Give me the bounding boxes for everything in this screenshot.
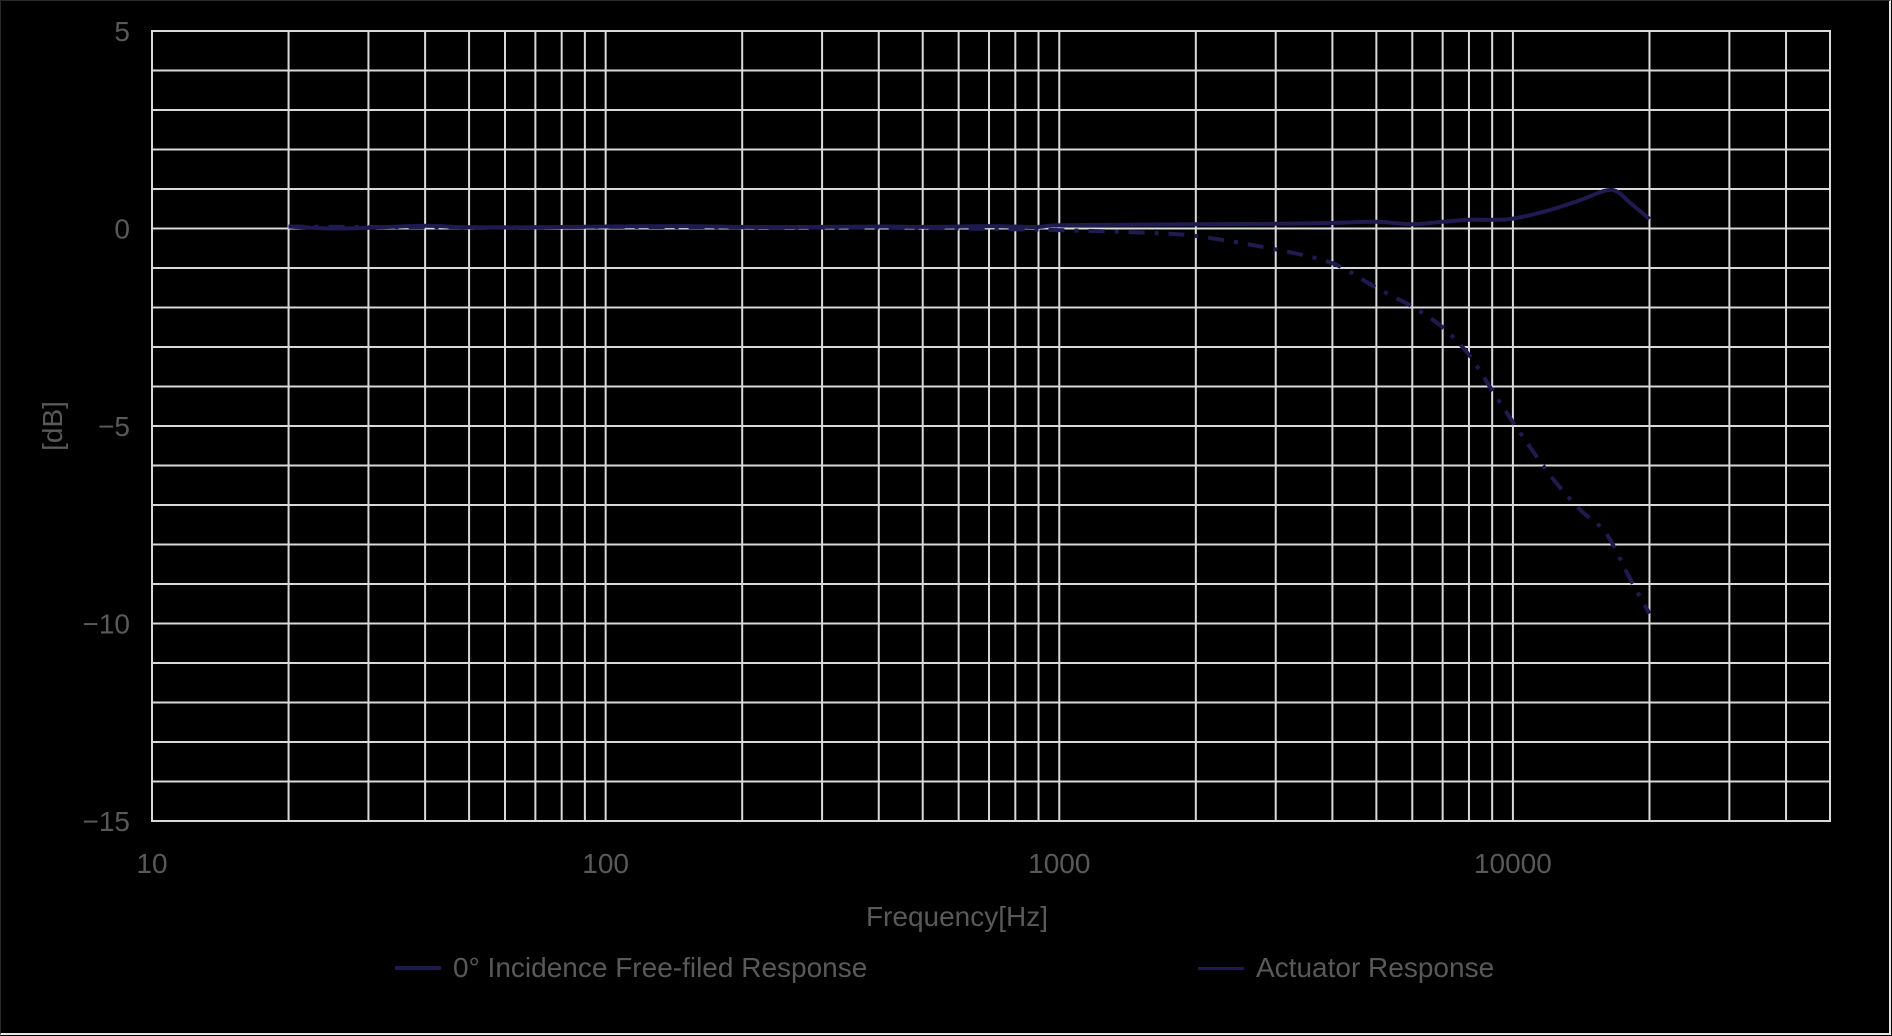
free-field-response-line xyxy=(288,187,1651,231)
y-tick-label: −15 xyxy=(83,806,131,837)
solid-line-swatch-icon xyxy=(395,966,441,970)
y-axis-ticks: 5 0 −5 −10 −15 xyxy=(83,16,131,837)
y-tick-label: −10 xyxy=(83,609,131,640)
dash-dot-line-swatch-icon xyxy=(1198,966,1244,970)
actuator-response-line xyxy=(288,224,1652,615)
x-tick-label: 10000 xyxy=(1474,848,1552,879)
legend-label-actuator: Actuator Response xyxy=(1256,952,1495,983)
x-tick-label: 100 xyxy=(582,848,629,879)
legend-label-free-field: 0° Incidence Free-filed Response xyxy=(453,952,868,983)
y-tick-label: 0 xyxy=(114,214,130,245)
plot-border xyxy=(151,30,1831,822)
y-axis-title: [dB] xyxy=(37,401,68,451)
x-tick-label: 10 xyxy=(136,848,167,879)
x-tick-label: 1000 xyxy=(1028,848,1090,879)
y-tick-label: 5 xyxy=(114,16,130,47)
x-axis-title: Frequency[Hz] xyxy=(866,901,1048,932)
legend-item-free-field: 0° Incidence Free-filed Response xyxy=(395,948,867,988)
y-tick-label: −5 xyxy=(98,411,130,442)
legend-item-actuator: Actuator Response xyxy=(1198,948,1494,988)
grid xyxy=(151,30,1831,822)
series-lines xyxy=(288,187,1652,615)
x-axis-ticks: 10 100 1000 10000 xyxy=(136,848,1551,879)
